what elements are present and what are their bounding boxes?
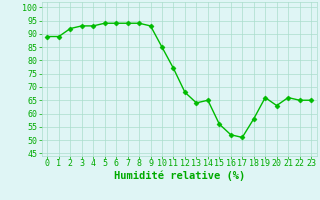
X-axis label: Humidité relative (%): Humidité relative (%) [114, 171, 245, 181]
